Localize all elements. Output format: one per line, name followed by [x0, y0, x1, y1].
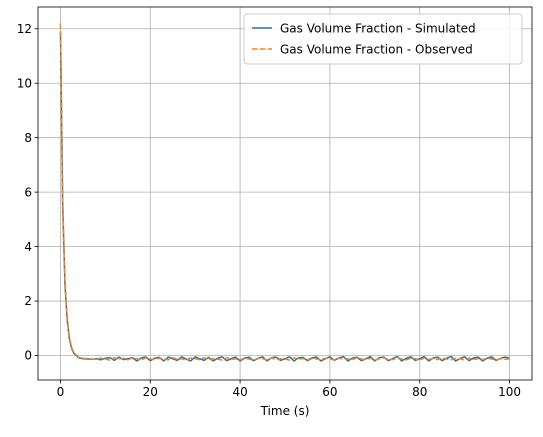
y-tick-label: 10 — [17, 76, 32, 90]
x-axis-ticks: 0 20 40 60 80 100 — [57, 380, 521, 399]
y-tick-label: 2 — [24, 294, 32, 308]
legend: Gas Volume Fraction - Simulated Gas Volum… — [243, 13, 523, 65]
series-line-observed — [59, 23, 510, 361]
y-axis-ticks: 0 2 4 6 8 10 12 — [17, 22, 38, 363]
plot-area — [59, 23, 510, 362]
x-tick-label: 0 — [57, 385, 65, 399]
y-tick-label: 6 — [24, 185, 32, 199]
y-tick-label: 4 — [24, 240, 32, 254]
legend-label: Gas Volume Fraction - Simulated — [280, 21, 476, 35]
y-tick-label: 0 — [24, 349, 32, 363]
x-tick-label: 100 — [498, 385, 521, 399]
x-axis-label: Time (s) — [260, 404, 310, 418]
x-tick-label: 60 — [322, 385, 337, 399]
x-tick-label: 40 — [232, 385, 247, 399]
y-tick-label: 8 — [24, 131, 32, 145]
plot-frame — [37, 6, 533, 381]
x-tick-label: 20 — [143, 385, 158, 399]
series-line-simulated — [59, 31, 510, 362]
legend-box — [243, 13, 523, 65]
x-tick-label: 80 — [412, 385, 427, 399]
legend-label: Gas Volume Fraction - Observed — [280, 42, 473, 56]
y-tick-label: 12 — [17, 22, 32, 36]
